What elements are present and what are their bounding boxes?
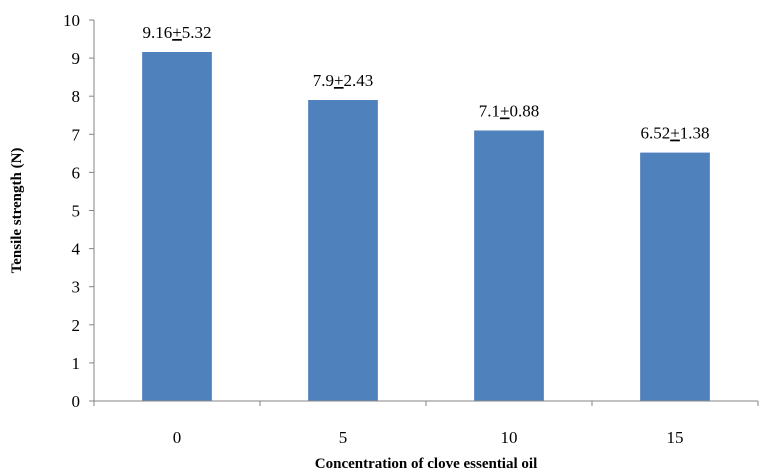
x-axis-ticks: 0 5 10 15: [93, 401, 759, 447]
data-label-mean: 7.1: [479, 101, 500, 120]
data-label-error: 1.38: [680, 124, 710, 143]
y-axis-title: Tensile strength (N): [9, 148, 25, 274]
data-label: 6.52+1.38: [640, 124, 709, 143]
x-tick-label: 10: [501, 428, 518, 447]
data-labels: 9.16+5.327.9+2.437.1+0.886.52+1.38: [142, 23, 709, 143]
data-label-plusminus: +: [334, 71, 344, 90]
y-tick-label: 5: [72, 202, 81, 221]
y-tick-label: 10: [63, 11, 80, 30]
y-tick-label: 7: [72, 125, 81, 144]
y-tick-label: 9: [72, 49, 81, 68]
bar: [142, 52, 212, 402]
x-tick-label: 0: [173, 428, 182, 447]
data-label-error: 0.88: [510, 101, 540, 120]
data-label-error: 2.43: [344, 71, 374, 90]
y-tick-label: 2: [72, 316, 81, 335]
data-label: 7.9+2.43: [313, 71, 374, 90]
x-tick-label: 5: [339, 428, 348, 447]
x-axis-title: Concentration of clove essential oil: [315, 456, 537, 472]
data-label-plusminus: +: [670, 124, 680, 143]
x-tick-label: 15: [667, 428, 684, 447]
data-label: 9.16+5.32: [142, 23, 211, 42]
data-label-mean: 6.52: [640, 124, 670, 143]
bar: [640, 152, 710, 401]
data-label-mean: 9.16: [142, 23, 172, 42]
y-tick-label: 3: [72, 278, 81, 297]
data-label-plusminus: +: [172, 23, 182, 42]
y-tick-label: 0: [72, 392, 81, 411]
y-tick-label: 6: [72, 163, 81, 182]
bar: [474, 130, 544, 402]
data-label-plusminus: +: [500, 101, 510, 120]
y-tick-label: 4: [72, 240, 81, 259]
data-label-mean: 7.9: [313, 71, 334, 90]
data-label-error: 5.32: [182, 23, 212, 42]
y-tick-label: 1: [72, 354, 81, 373]
bar: [308, 100, 378, 401]
data-label: 7.1+0.88: [479, 101, 540, 120]
bars: [142, 52, 710, 402]
y-tick-label: 8: [72, 87, 81, 106]
y-axis-ticks: 0 1 2 3 4 5 6 7 8 9 10: [63, 11, 94, 411]
